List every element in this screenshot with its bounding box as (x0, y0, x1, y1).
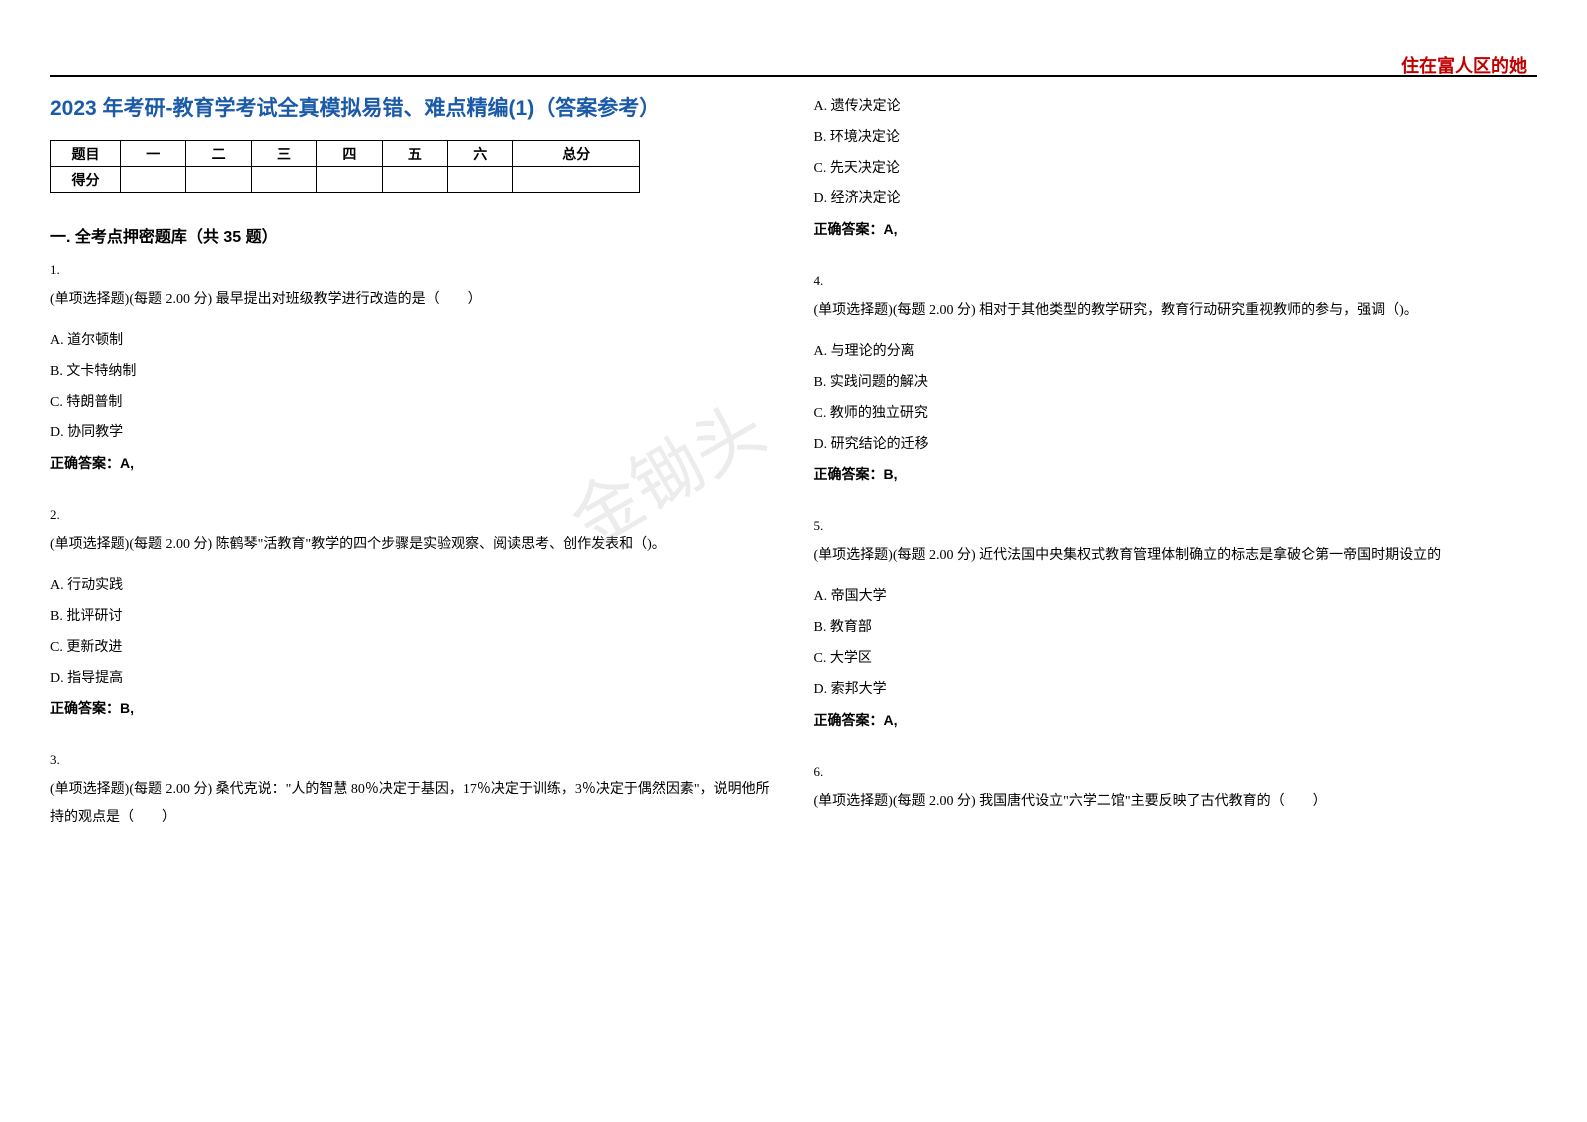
question-number: 4. (814, 273, 1538, 289)
option-b: B. 文卡特纳制 (50, 357, 774, 388)
option-a: A. 帝国大学 (814, 582, 1538, 613)
option-d: D. 经济决定论 (814, 184, 1538, 215)
option-b: B. 教育部 (814, 613, 1538, 644)
th-total: 总分 (513, 141, 640, 167)
table-row: 题目 一 二 三 四 五 六 总分 (51, 141, 640, 167)
option-b: B. 批评研讨 (50, 602, 774, 633)
option-b: B. 实践问题的解决 (814, 368, 1538, 399)
question-2: 2. (单项选择题)(每题 2.00 分) 陈鹤琴"活教育"教学的四个步骤是实验… (50, 507, 774, 722)
section-title: 一. 全考点押密题库（共 35 题） (50, 223, 774, 247)
option-a: A. 遗传决定论 (814, 92, 1538, 123)
score-table: 题目 一 二 三 四 五 六 总分 得分 (50, 140, 640, 193)
question-1: 1. (单项选择题)(每题 2.00 分) 最早提出对班级教学进行改造的是（ ）… (50, 262, 774, 477)
th-col: 三 (251, 141, 316, 167)
option-a: A. 与理论的分离 (814, 337, 1538, 368)
option-c: C. 大学区 (814, 644, 1538, 675)
answer: 正确答案：A, (50, 449, 774, 477)
question-3: 3. (单项选择题)(每题 2.00 分) 桑代克说："人的智慧 80％决定于基… (50, 752, 774, 832)
answer: 正确答案：B, (814, 460, 1538, 488)
td-empty (513, 167, 640, 193)
td-empty (448, 167, 513, 193)
th-col: 四 (317, 141, 382, 167)
option-d: D. 索邦大学 (814, 675, 1538, 706)
td-empty (382, 167, 447, 193)
option-d: D. 协同教学 (50, 418, 774, 449)
answer: 正确答案：A, (814, 706, 1538, 734)
th-label: 题目 (51, 141, 121, 167)
th-col: 二 (186, 141, 251, 167)
question-number: 5. (814, 518, 1538, 534)
question-text: (单项选择题)(每题 2.00 分) 最早提出对班级教学进行改造的是（ ） (50, 286, 774, 314)
question-6: 6. (单项选择题)(每题 2.00 分) 我国唐代设立"六学二馆"主要反映了古… (814, 764, 1538, 816)
question-text: (单项选择题)(每题 2.00 分) 陈鹤琴"活教育"教学的四个步骤是实验观察、… (50, 531, 774, 559)
question-number: 3. (50, 752, 774, 768)
option-c: C. 更新改进 (50, 633, 774, 664)
option-c: C. 先天决定论 (814, 154, 1538, 185)
document-title: 2023 年考研-教育学考试全真模拟易错、难点精编(1)（答案参考） (50, 92, 774, 122)
question-3-continued: A. 遗传决定论 B. 环境决定论 C. 先天决定论 D. 经济决定论 正确答案… (814, 92, 1538, 243)
question-text: (单项选择题)(每题 2.00 分) 我国唐代设立"六学二馆"主要反映了古代教育… (814, 788, 1538, 816)
question-text: (单项选择题)(每题 2.00 分) 相对于其他类型的教学研究，教育行动研究重视… (814, 297, 1538, 325)
question-text: (单项选择题)(每题 2.00 分) 桑代克说："人的智慧 80％决定于基因，1… (50, 776, 774, 832)
question-number: 2. (50, 507, 774, 523)
option-b: B. 环境决定论 (814, 123, 1538, 154)
page-container: 2023 年考研-教育学考试全真模拟易错、难点精编(1)（答案参考） 题目 一 … (50, 75, 1537, 844)
option-c: C. 特朗普制 (50, 388, 774, 419)
left-column: 2023 年考研-教育学考试全真模拟易错、难点精编(1)（答案参考） 题目 一 … (50, 92, 774, 844)
answer: 正确答案：B, (50, 694, 774, 722)
th-col: 五 (382, 141, 447, 167)
answer: 正确答案：A, (814, 215, 1538, 243)
th-col: 一 (121, 141, 186, 167)
right-column: A. 遗传决定论 B. 环境决定论 C. 先天决定论 D. 经济决定论 正确答案… (814, 92, 1538, 844)
td-empty (186, 167, 251, 193)
td-empty (121, 167, 186, 193)
question-number: 1. (50, 262, 774, 278)
option-c: C. 教师的独立研究 (814, 399, 1538, 430)
th-score-label: 得分 (51, 167, 121, 193)
columns: 2023 年考研-教育学考试全真模拟易错、难点精编(1)（答案参考） 题目 一 … (50, 77, 1537, 844)
td-empty (251, 167, 316, 193)
option-d: D. 研究结论的迁移 (814, 430, 1538, 461)
th-col: 六 (448, 141, 513, 167)
td-empty (317, 167, 382, 193)
option-d: D. 指导提高 (50, 664, 774, 695)
question-number: 6. (814, 764, 1538, 780)
question-5: 5. (单项选择题)(每题 2.00 分) 近代法国中央集权式教育管理体制确立的… (814, 518, 1538, 733)
option-a: A. 道尔顿制 (50, 326, 774, 357)
table-row: 得分 (51, 167, 640, 193)
option-a: A. 行动实践 (50, 571, 774, 602)
question-4: 4. (单项选择题)(每题 2.00 分) 相对于其他类型的教学研究，教育行动研… (814, 273, 1538, 488)
question-text: (单项选择题)(每题 2.00 分) 近代法国中央集权式教育管理体制确立的标志是… (814, 542, 1538, 570)
